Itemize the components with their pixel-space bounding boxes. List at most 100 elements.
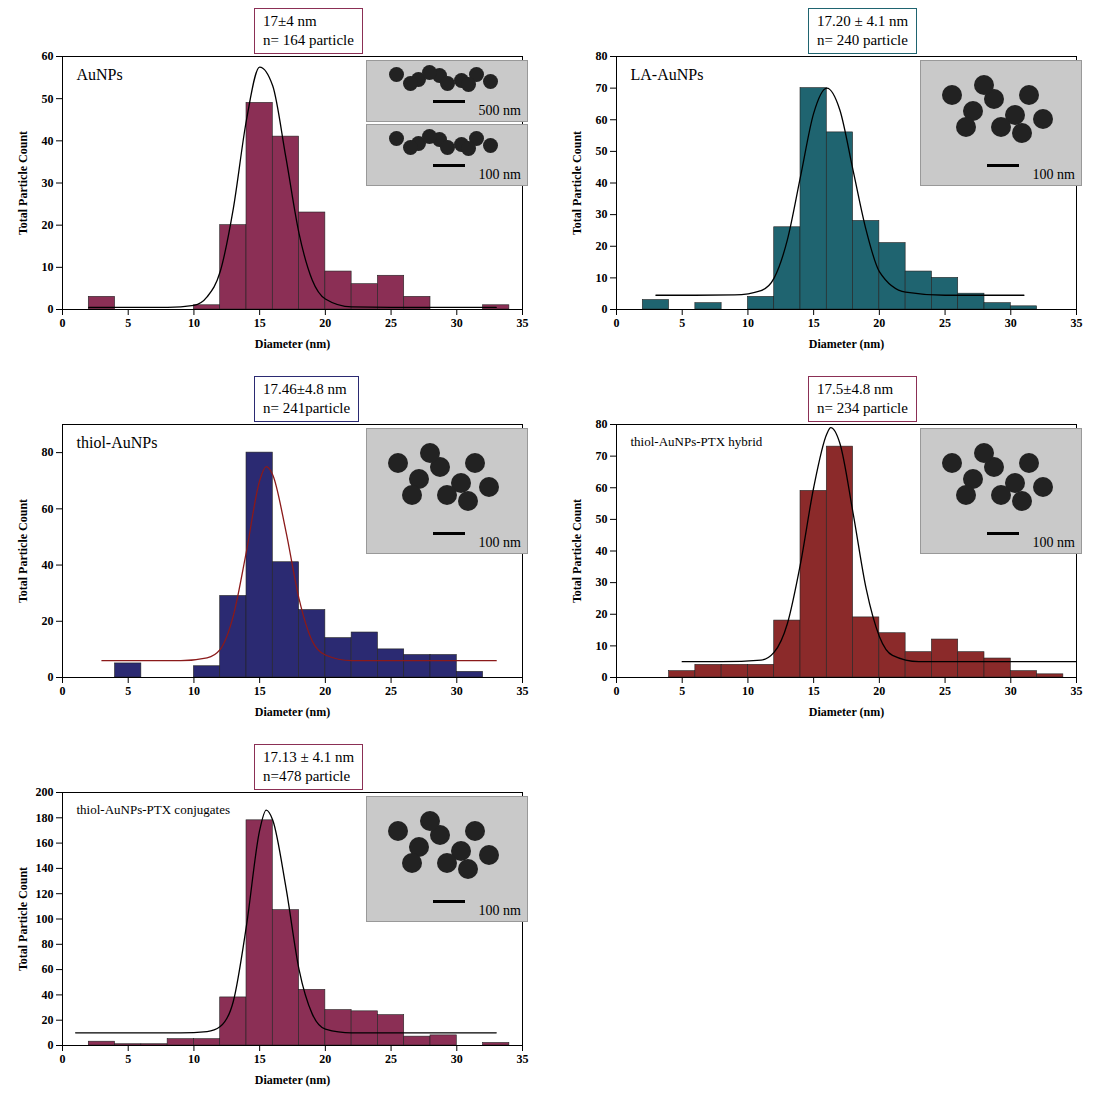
svg-text:140: 140	[36, 861, 54, 875]
svg-text:70: 70	[596, 449, 608, 463]
svg-text:0: 0	[602, 302, 608, 316]
svg-text:Total Particle Count: Total Particle Count	[570, 131, 584, 235]
svg-text:0: 0	[614, 684, 620, 698]
svg-text:40: 40	[42, 988, 54, 1002]
svg-text:AuNPs: AuNPs	[77, 66, 123, 83]
svg-text:0: 0	[60, 684, 66, 698]
svg-text:thiol-AuNPs: thiol-AuNPs	[77, 434, 158, 451]
svg-text:30: 30	[42, 176, 54, 190]
svg-text:10: 10	[188, 684, 200, 698]
svg-text:40: 40	[42, 134, 54, 148]
svg-text:40: 40	[596, 176, 608, 190]
html-text:n= 240 particle: n= 240 particle	[817, 32, 908, 48]
svg-text:Total Particle Count: Total Particle Count	[570, 499, 584, 603]
svg-text:20: 20	[42, 218, 54, 232]
svg-text:10: 10	[188, 316, 200, 330]
svg-text:80: 80	[596, 49, 608, 63]
svg-text:thiol-AuNPs-PTX hybrid: thiol-AuNPs-PTX hybrid	[631, 434, 763, 449]
svg-text:30: 30	[1005, 684, 1017, 698]
svg-text:15: 15	[808, 684, 820, 698]
svg-text:25: 25	[385, 684, 397, 698]
svg-text:40: 40	[42, 558, 54, 572]
svg-text:20: 20	[42, 614, 54, 628]
svg-text:30: 30	[596, 207, 608, 221]
svg-text:20: 20	[319, 684, 331, 698]
svg-text:5: 5	[125, 1052, 131, 1066]
html-text:n= 164 particle: n= 164 particle	[263, 32, 354, 48]
svg-text:20: 20	[319, 1052, 331, 1066]
svg-text:0: 0	[602, 670, 608, 684]
svg-text:50: 50	[596, 144, 608, 158]
svg-text:Total Particle Count: Total Particle Count	[16, 131, 30, 235]
svg-text:Diameter (nm): Diameter (nm)	[255, 1073, 330, 1087]
svg-text:80: 80	[42, 445, 54, 459]
svg-text:60: 60	[596, 481, 608, 495]
svg-text:30: 30	[451, 316, 463, 330]
svg-text:Diameter (nm): Diameter (nm)	[809, 705, 884, 719]
svg-text:35: 35	[517, 316, 529, 330]
svg-text:35: 35	[517, 1052, 529, 1066]
svg-text:60: 60	[42, 962, 54, 976]
svg-text:35: 35	[1071, 684, 1083, 698]
svg-text:10: 10	[42, 260, 54, 274]
svg-text:10: 10	[188, 1052, 200, 1066]
svg-text:35: 35	[517, 684, 529, 698]
svg-text:20: 20	[873, 684, 885, 698]
svg-text:120: 120	[36, 887, 54, 901]
svg-text:0: 0	[48, 670, 54, 684]
svg-text:25: 25	[385, 316, 397, 330]
svg-text:30: 30	[451, 1052, 463, 1066]
svg-text:0: 0	[60, 316, 66, 330]
svg-text:40: 40	[596, 544, 608, 558]
svg-text:0: 0	[48, 1038, 54, 1052]
svg-text:Total Particle Count: Total Particle Count	[16, 867, 30, 971]
svg-text:15: 15	[254, 316, 266, 330]
svg-text:5: 5	[679, 316, 685, 330]
svg-text:80: 80	[42, 937, 54, 951]
svg-text:60: 60	[596, 113, 608, 127]
svg-text:15: 15	[808, 316, 820, 330]
svg-text:60: 60	[42, 49, 54, 63]
svg-text:thiol-AuNPs-PTX conjugates: thiol-AuNPs-PTX conjugates	[77, 802, 230, 817]
svg-text:35: 35	[1071, 316, 1083, 330]
svg-text:LA-AuNPs: LA-AuNPs	[631, 66, 704, 83]
svg-text:0: 0	[60, 1052, 66, 1066]
svg-text:180: 180	[36, 811, 54, 825]
svg-text:5: 5	[679, 684, 685, 698]
svg-text:20: 20	[596, 607, 608, 621]
svg-text:200: 200	[36, 785, 54, 799]
svg-text:30: 30	[451, 684, 463, 698]
svg-text:10: 10	[596, 271, 608, 285]
svg-text:5: 5	[125, 684, 131, 698]
svg-text:10: 10	[596, 639, 608, 653]
svg-text:0: 0	[614, 316, 620, 330]
svg-text:Total Particle Count: Total Particle Count	[16, 499, 30, 603]
svg-text:30: 30	[596, 575, 608, 589]
svg-text:20: 20	[319, 316, 331, 330]
svg-text:20: 20	[873, 316, 885, 330]
svg-text:80: 80	[596, 417, 608, 431]
html-text:17±4 nm: 17±4 nm	[263, 13, 317, 29]
svg-text:50: 50	[596, 512, 608, 526]
svg-text:160: 160	[36, 836, 54, 850]
svg-text:Diameter (nm): Diameter (nm)	[255, 705, 330, 719]
svg-text:70: 70	[596, 81, 608, 95]
svg-text:Diameter (nm): Diameter (nm)	[255, 337, 330, 351]
html-text:17.20 ± 4.1 nm: 17.20 ± 4.1 nm	[817, 13, 909, 29]
svg-text:5: 5	[125, 316, 131, 330]
svg-text:50: 50	[42, 92, 54, 106]
svg-text:10: 10	[742, 684, 754, 698]
svg-text:20: 20	[42, 1013, 54, 1027]
svg-text:15: 15	[254, 684, 266, 698]
svg-text:25: 25	[939, 316, 951, 330]
svg-text:60: 60	[42, 502, 54, 516]
svg-text:10: 10	[742, 316, 754, 330]
svg-text:0: 0	[48, 302, 54, 316]
svg-text:100: 100	[36, 912, 54, 926]
svg-text:25: 25	[939, 684, 951, 698]
svg-text:15: 15	[254, 1052, 266, 1066]
svg-text:20: 20	[596, 239, 608, 253]
svg-text:Diameter (nm): Diameter (nm)	[809, 337, 884, 351]
svg-text:30: 30	[1005, 316, 1017, 330]
svg-text:25: 25	[385, 1052, 397, 1066]
